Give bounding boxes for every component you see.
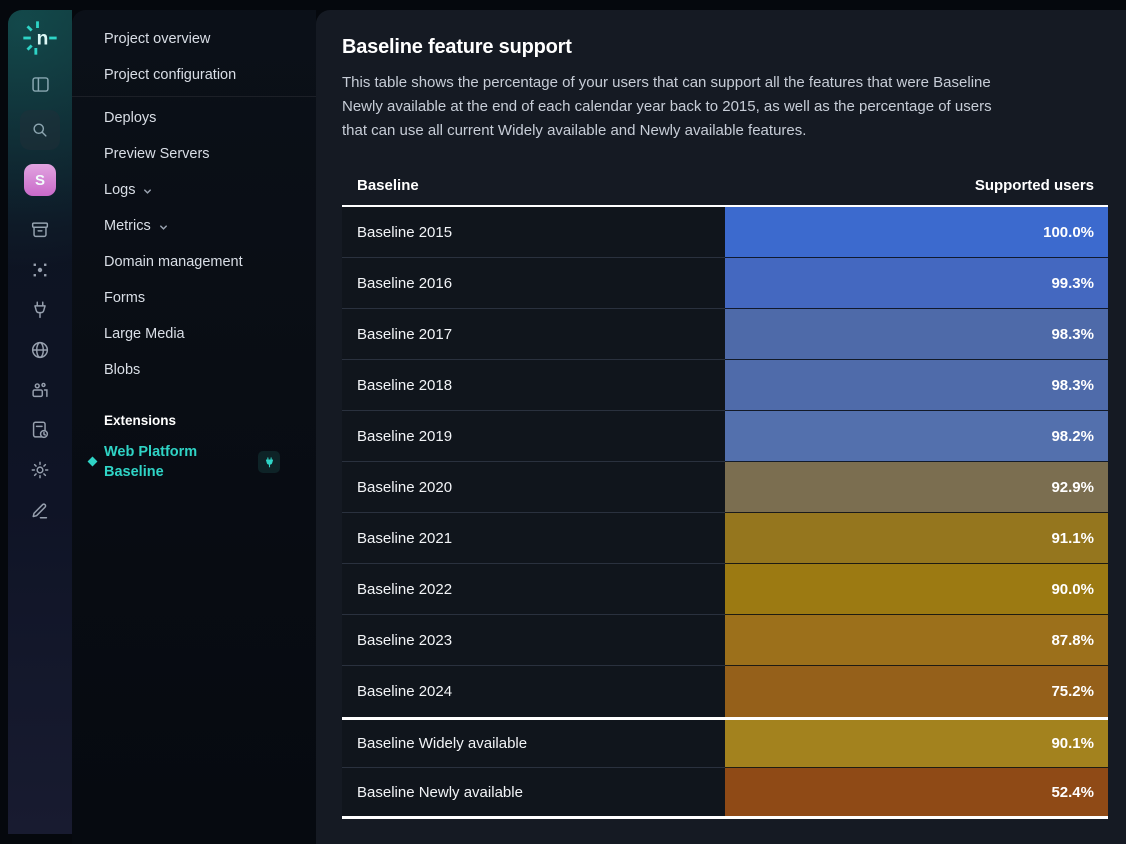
table-row: Baseline 2019 98.2% xyxy=(342,411,1108,462)
chevron-down-icon xyxy=(142,186,153,197)
supported-users-bar: 90.0% xyxy=(725,564,1108,615)
plug-icon[interactable] xyxy=(28,298,52,322)
sidebar-divider xyxy=(72,96,316,97)
table-body: Baseline 2015 100.0% Baseline 2016 99.3%… xyxy=(342,207,1108,819)
table-row: Baseline Newly available 52.4% xyxy=(342,768,1108,819)
supported-users-bar: 75.2% xyxy=(725,666,1108,717)
icon-rail: n S xyxy=(0,0,72,844)
page-title: Baseline feature support xyxy=(342,36,572,58)
percent-value: 98.3% xyxy=(1051,325,1094,343)
percent-value: 91.1% xyxy=(1051,529,1094,547)
table-row: Baseline 2022 90.0% xyxy=(342,564,1108,615)
sidebar-item-deploys[interactable]: Deploys xyxy=(104,110,157,126)
percent-value: 75.2% xyxy=(1051,683,1094,700)
supported-users-bar: 91.1% xyxy=(725,513,1108,564)
column-header-supported-users: Supported users xyxy=(974,176,1094,194)
column-header-baseline: Baseline xyxy=(357,176,419,194)
extension-plug-badge-icon xyxy=(258,451,280,473)
row-label: Baseline Widely available xyxy=(342,720,725,768)
table-row: Baseline 2020 92.9% xyxy=(342,462,1108,513)
supported-users-bar: 98.3% xyxy=(725,360,1108,411)
settings-gear-icon[interactable] xyxy=(28,458,52,482)
table-row: Baseline Widely available 90.1% xyxy=(342,717,1108,768)
row-label: Baseline 2022 xyxy=(342,564,725,615)
row-label: Baseline Newly available xyxy=(342,768,725,816)
sidebar-item-project-overview[interactable]: Project overview xyxy=(104,31,211,47)
svg-text:n: n xyxy=(37,29,49,50)
main-content: Baseline feature support This table show… xyxy=(316,10,1126,844)
sidebar-item-web-platform-baseline[interactable]: Web Platform Baseline xyxy=(72,442,316,482)
baseline-support-table: Baseline Supported users Baseline 2015 1… xyxy=(342,165,1108,819)
table-row: Baseline 2024 75.2% xyxy=(342,666,1108,717)
avatar[interactable]: S xyxy=(24,164,56,196)
sidebar-item-domain-management[interactable]: Domain management xyxy=(104,254,243,270)
table-header-row: Baseline Supported users xyxy=(342,165,1108,207)
percent-value: 90.1% xyxy=(1051,735,1094,752)
percent-value: 90.0% xyxy=(1051,580,1094,598)
percent-value: 92.9% xyxy=(1051,478,1094,496)
supported-users-bar: 98.3% xyxy=(725,309,1108,360)
sidebar-item-large-media[interactable]: Large Media xyxy=(104,326,185,342)
sidebar: Project overview Project configuration D… xyxy=(72,10,316,844)
sidebar-item-logs[interactable]: Logs xyxy=(72,172,316,208)
sidebar-toggle-icon[interactable] xyxy=(20,64,60,104)
percent-value: 100.0% xyxy=(1043,223,1094,241)
supported-users-bar: 98.2% xyxy=(725,411,1108,462)
row-label: Baseline 2019 xyxy=(342,411,725,462)
table-row: Baseline 2016 99.3% xyxy=(342,258,1108,309)
percent-value: 98.3% xyxy=(1051,376,1094,394)
globe-icon[interactable] xyxy=(28,338,52,362)
supported-users-bar: 92.9% xyxy=(725,462,1108,513)
row-label: Baseline 2024 xyxy=(342,666,725,717)
row-label: Baseline 2020 xyxy=(342,462,725,513)
sidebar-item-forms[interactable]: Forms xyxy=(104,290,146,306)
chevron-down-icon xyxy=(158,222,169,233)
sidebar-item-blobs[interactable]: Blobs xyxy=(104,362,141,378)
table-row: Baseline 2015 100.0% xyxy=(342,207,1108,258)
extensions-section-header: Extensions xyxy=(104,413,177,428)
table-row: Baseline 2017 98.3% xyxy=(342,309,1108,360)
team-icon[interactable] xyxy=(28,378,52,402)
supported-users-bar: 87.8% xyxy=(725,615,1108,666)
percent-value: 99.3% xyxy=(1051,274,1094,292)
supported-users-bar: 90.1% xyxy=(725,720,1108,768)
active-diamond-bullet xyxy=(87,456,98,467)
icon-rail-panel: n S xyxy=(8,10,72,834)
row-label: Baseline 2016 xyxy=(342,258,725,309)
sidebar-nav: Project overview Project configuration D… xyxy=(72,10,316,482)
supported-users-bar: 99.3% xyxy=(725,258,1108,309)
table-row: Baseline 2018 98.3% xyxy=(342,360,1108,411)
row-label: Baseline 2017 xyxy=(342,309,725,360)
row-label: Baseline 2015 xyxy=(342,207,725,258)
sidebar-item-metrics[interactable]: Metrics xyxy=(72,208,316,244)
percent-value: 98.2% xyxy=(1051,427,1094,445)
audit-log-icon[interactable] xyxy=(28,418,52,442)
extensions-sparkle-icon[interactable] xyxy=(28,258,52,282)
page-description: This table shows the percentage of your … xyxy=(342,74,992,139)
percent-value: 87.8% xyxy=(1051,631,1094,649)
row-label: Baseline 2023 xyxy=(342,615,725,666)
sidebar-item-preview-servers[interactable]: Preview Servers xyxy=(104,146,210,162)
edit-pencil-icon[interactable] xyxy=(28,498,52,522)
percent-value: 52.4% xyxy=(1051,783,1094,801)
supported-users-bar: 52.4% xyxy=(725,768,1108,816)
row-label: Baseline 2021 xyxy=(342,513,725,564)
table-row: Baseline 2023 87.8% xyxy=(342,615,1108,666)
supported-users-bar: 100.0% xyxy=(725,207,1108,258)
row-label: Baseline 2018 xyxy=(342,360,725,411)
deploys-box-icon[interactable] xyxy=(28,218,52,242)
sidebar-item-project-configuration[interactable]: Project configuration xyxy=(104,67,237,83)
netlify-logo-icon[interactable]: n xyxy=(20,18,60,58)
table-row: Baseline 2021 91.1% xyxy=(342,513,1108,564)
search-icon[interactable] xyxy=(20,110,60,150)
